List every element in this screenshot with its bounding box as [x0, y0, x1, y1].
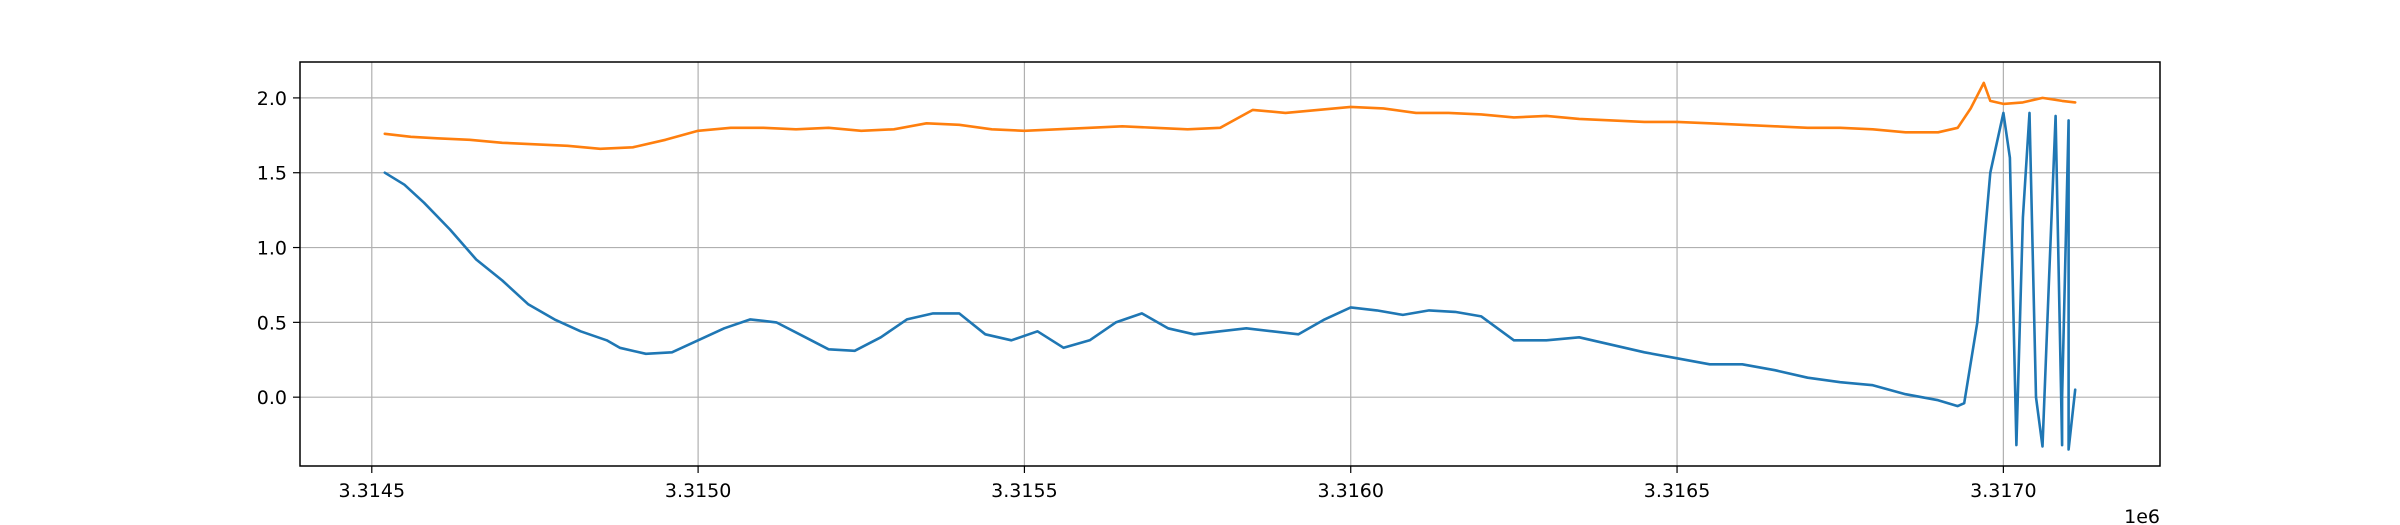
- series-line-1: [383, 111, 2077, 451]
- y-tick-label: 2.0: [257, 88, 287, 110]
- x-tick-label: 3.3170: [1970, 480, 2036, 502]
- series-lines: [383, 81, 2077, 451]
- axis-ticks: 3.3145 3.3150 3.3155 3.3160 3.3165 3.3170 0.0 0…: [257, 88, 2037, 502]
- plot-frame: [299, 61, 2161, 467]
- y-tick-label: 1.5: [257, 163, 287, 185]
- y-tick-label: 0.0: [257, 387, 287, 409]
- x-tick-label: 3.3150: [665, 480, 731, 502]
- x-tick-label: 3.3155: [991, 480, 1057, 502]
- series-line-2: [383, 81, 2077, 151]
- y-tick-label: 0.5: [257, 312, 287, 334]
- x-tick-label: 3.3145: [339, 480, 405, 502]
- x-tick-label: 3.3165: [1644, 480, 1710, 502]
- grid-lines: [300, 62, 2160, 466]
- y-tick-label: 1.0: [257, 238, 287, 260]
- x-axis-offset-label: 1e6: [2124, 506, 2160, 525]
- x-tick-label: 3.3160: [1317, 480, 1383, 502]
